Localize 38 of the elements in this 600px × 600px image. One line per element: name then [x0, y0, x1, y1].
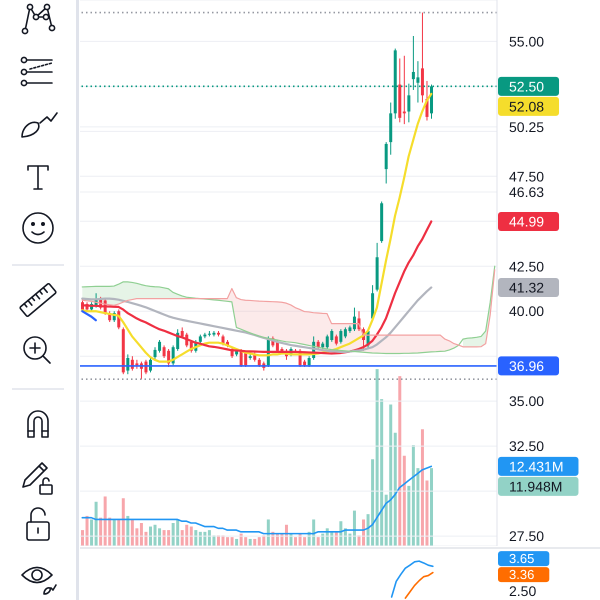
text: 52.08	[509, 98, 544, 114]
bar	[253, 538, 256, 546]
bar	[122, 498, 125, 546]
y-tick-label: 42.50	[509, 258, 544, 274]
text: 41.32	[509, 279, 544, 296]
text: 11.948M	[509, 478, 562, 494]
text: 3.36	[509, 567, 534, 582]
candlestick	[308, 356, 311, 368]
y-tick-label: 27.50	[509, 528, 544, 544]
text: 3.65	[509, 551, 534, 566]
y-tick-label: 50.25	[509, 118, 544, 135]
candlestick	[402, 55, 406, 125]
bar	[162, 530, 166, 546]
line-series	[81, 310, 97, 322]
y-tick-label: 35.00	[509, 393, 544, 410]
y-tick-label: 55.00	[509, 33, 544, 50]
bar	[394, 432, 397, 546]
bar	[180, 530, 184, 546]
text: 44.99	[509, 213, 544, 230]
text: 2.50	[509, 583, 536, 599]
y-tick-label: 47.50	[509, 168, 544, 184]
bar	[294, 537, 298, 546]
bar	[190, 526, 193, 546]
y-tick-label: 46.63	[509, 184, 544, 200]
y-tick-label: 32.50	[509, 438, 544, 454]
bar	[316, 537, 320, 546]
bar	[235, 538, 238, 546]
bar	[248, 538, 252, 546]
ref-line-label: 52.50	[509, 78, 544, 94]
candlestick	[334, 334, 338, 346]
bar	[430, 468, 434, 546]
bar	[352, 510, 356, 546]
text: 12.431M	[509, 458, 564, 474]
ref-line-label: 36.96	[509, 358, 544, 374]
y-tick-label: 40.00	[509, 303, 544, 320]
bar	[112, 519, 116, 546]
candlestick	[352, 307, 356, 332]
bar	[172, 523, 175, 546]
